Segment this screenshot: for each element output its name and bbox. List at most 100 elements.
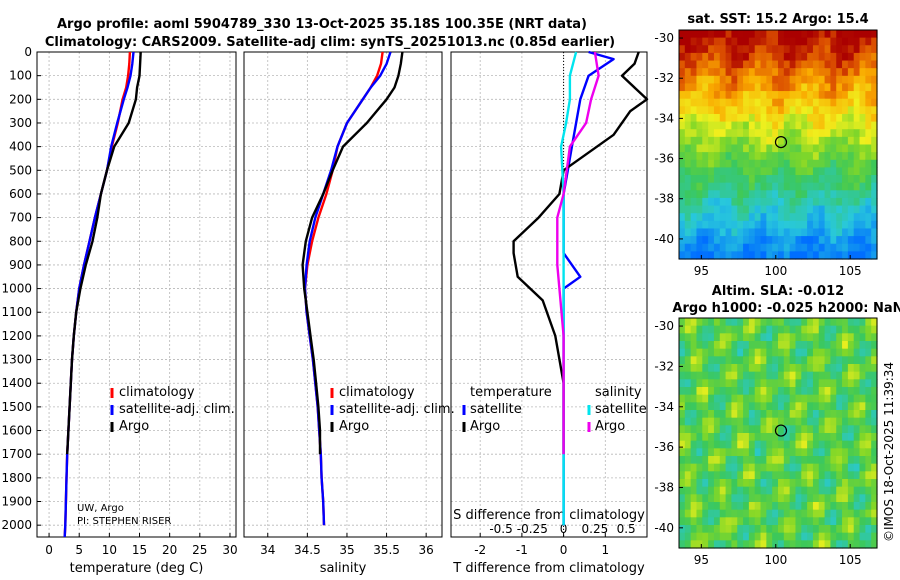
map-cell xyxy=(766,220,773,230)
map-cell xyxy=(783,175,791,184)
map-cell xyxy=(684,91,692,100)
map-cell xyxy=(708,243,715,252)
map-cell xyxy=(731,75,738,85)
map-cell xyxy=(760,175,767,184)
map-cell xyxy=(812,502,820,511)
map-cell xyxy=(836,463,843,472)
map-cell xyxy=(812,433,820,442)
map-cell xyxy=(690,220,698,230)
map-cell xyxy=(713,525,721,534)
map-cell xyxy=(836,167,843,176)
map-cell xyxy=(842,30,849,39)
map-cell xyxy=(859,68,866,77)
map-cell xyxy=(690,402,698,411)
map-cell xyxy=(719,236,727,245)
map-cell xyxy=(795,371,802,380)
map-cell xyxy=(824,152,832,161)
map-cell xyxy=(725,394,733,403)
map-cell xyxy=(760,60,767,69)
map-cell xyxy=(812,175,820,184)
map-cell xyxy=(824,220,832,230)
map-cell xyxy=(772,228,779,237)
map-cell xyxy=(748,136,756,146)
map-cell xyxy=(853,159,861,168)
map-cell xyxy=(795,167,802,176)
map-cell xyxy=(679,60,686,69)
map-cell xyxy=(696,144,703,153)
map-cell xyxy=(731,175,738,184)
map-cell xyxy=(842,159,849,168)
map-cell xyxy=(772,333,779,342)
map-cell xyxy=(783,379,791,388)
map-cell xyxy=(871,106,878,115)
map-cell xyxy=(737,213,744,222)
map-cell xyxy=(737,525,744,534)
map-cell xyxy=(859,83,866,92)
map-cell xyxy=(725,167,733,176)
map-cell xyxy=(842,68,849,77)
map-cell xyxy=(731,364,738,373)
map-cell xyxy=(743,113,750,123)
plot-frame xyxy=(243,51,443,538)
map-cell xyxy=(859,479,866,488)
map-cell xyxy=(684,144,692,153)
map-cell xyxy=(696,190,703,199)
map-cell xyxy=(818,479,826,488)
map-cell xyxy=(690,205,698,214)
map-cell xyxy=(812,236,820,245)
map-cell xyxy=(731,197,738,207)
map-cell xyxy=(754,98,762,107)
map-cell xyxy=(807,236,814,245)
map-cell xyxy=(737,486,744,495)
map-cell xyxy=(778,91,785,100)
map-cell xyxy=(783,98,791,107)
legend-label: Argo xyxy=(595,419,625,434)
map-cell xyxy=(702,486,709,495)
map-cell xyxy=(847,471,855,480)
map-cell xyxy=(684,220,692,230)
map-cell xyxy=(859,159,866,168)
map-cell xyxy=(743,144,750,153)
map-cell xyxy=(865,502,872,511)
y-tick-label: 0 xyxy=(24,45,32,59)
map-cell xyxy=(725,387,733,396)
map-cell xyxy=(702,159,709,168)
map-cell xyxy=(748,106,756,115)
map-cell xyxy=(830,448,837,457)
map-cell xyxy=(812,83,820,92)
map-cell xyxy=(731,471,738,480)
map-cell xyxy=(801,251,808,260)
map-cell xyxy=(795,30,802,39)
map-cell xyxy=(760,502,767,511)
map-cell xyxy=(725,509,733,518)
map-cell xyxy=(783,167,791,176)
map-cell xyxy=(760,517,767,526)
map-cell xyxy=(859,364,866,373)
map-cell xyxy=(865,197,872,207)
map-cell xyxy=(812,509,820,518)
map-cell xyxy=(778,45,785,54)
map-cell xyxy=(847,52,855,62)
map-cell xyxy=(807,440,814,449)
map-y-tick-label: -40 xyxy=(654,521,674,535)
map-cell xyxy=(836,341,843,350)
map-cell xyxy=(783,471,791,480)
map-cell xyxy=(859,213,866,222)
map-cell xyxy=(865,348,872,357)
map-cell xyxy=(847,91,855,100)
map-cell xyxy=(696,333,703,342)
map-cell xyxy=(731,68,738,77)
map-cell xyxy=(836,220,843,230)
map-cell xyxy=(719,30,727,39)
map-cell xyxy=(836,325,843,334)
map-cell xyxy=(853,333,861,342)
map-cell xyxy=(795,425,802,434)
map-cell xyxy=(853,387,861,396)
map-cell xyxy=(713,402,721,411)
map-cell xyxy=(871,540,878,549)
map-cell xyxy=(830,341,837,350)
map-cell xyxy=(853,348,861,357)
legend-title-temperature: temperature xyxy=(470,385,552,400)
map-cell xyxy=(684,182,692,191)
map-cell xyxy=(836,197,843,207)
